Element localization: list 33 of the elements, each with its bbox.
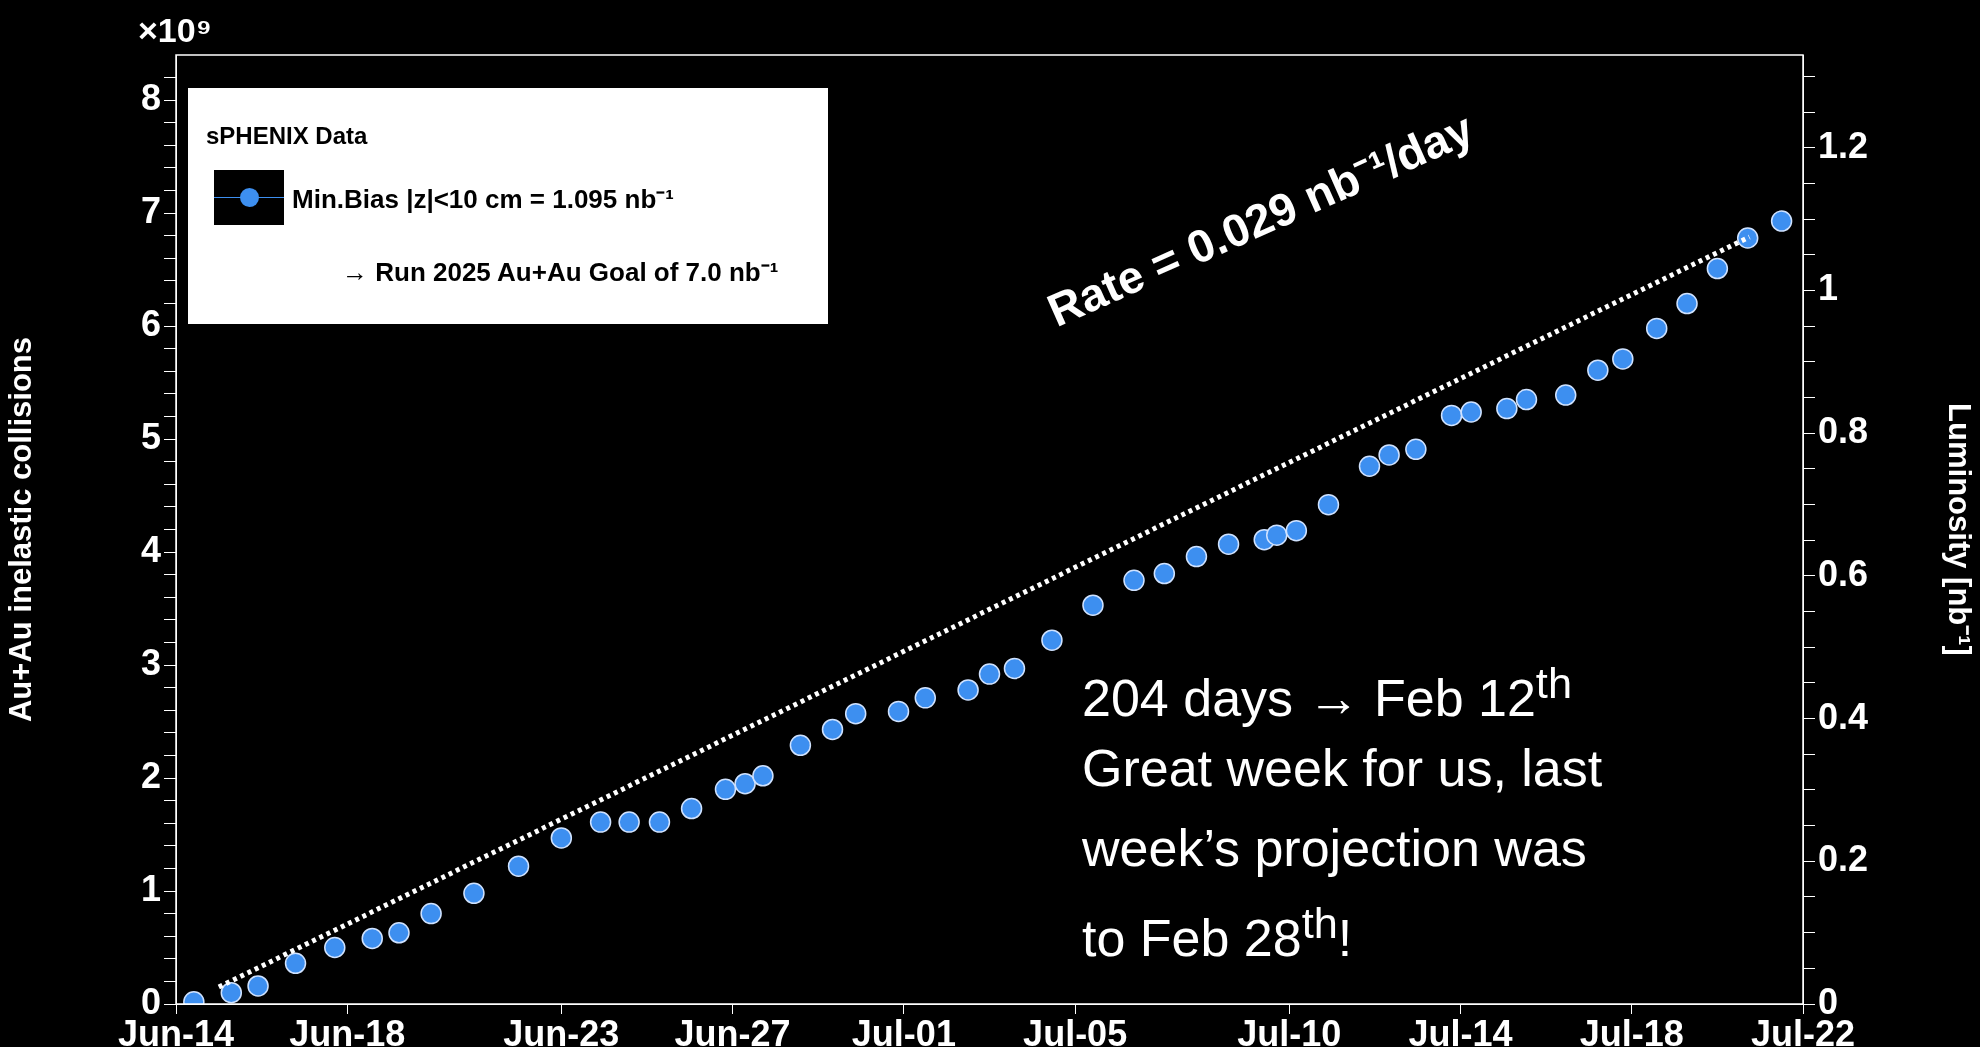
y-tick-label: 5 [140,416,161,458]
x-tick-label: Jul-18 [1579,1012,1684,1047]
annotation: 204 days → Feb 12$^{th}$ [1082,659,1572,728]
y-axis-title: Au+Au inelastic collisions [3,336,39,723]
x-tick-label: Jun-18 [289,1012,406,1047]
y2-tick-label: 0.4 [1818,695,1869,737]
y-tick-label: 1 [140,867,161,909]
legend-title: sPHENIX Data [206,122,369,150]
x-tick-label: Jul-01 [851,1012,956,1047]
y-tick-label: 0 [140,980,161,1022]
y2-tick-label: 1.2 [1818,124,1869,166]
y2-tick-label: 0.6 [1818,552,1869,594]
annotation: Great week for us, last [1082,739,1603,798]
x-tick-label: Jul-05 [1023,1012,1128,1047]
annotation: week’s projection was [1082,819,1587,878]
y-tick-label: 6 [140,303,161,345]
y-tick-label: 8 [140,77,161,119]
x-tick-label: Jun-27 [674,1012,791,1047]
y-tick-label: 4 [140,529,161,571]
text: ×10⁹ [138,11,212,50]
x-tick-label: Jun-23 [503,1012,620,1047]
y2-tick-label: 1 [1818,267,1839,309]
y2-tick-label: 0.8 [1818,410,1869,452]
x-tick-label: Jul-10 [1237,1012,1342,1047]
y2-axis-title: Luminosity [nb⁻¹] [1941,403,1977,656]
y-tick-label: 2 [140,754,161,796]
y-tick-label: 3 [140,641,161,683]
x-tick-label: Jul-14 [1408,1012,1513,1047]
legend-label: Min.Bias |z|<10 cm = 1.095 nb⁻¹ [292,182,674,216]
annotation: to Feb 28$^{th}$! [1082,899,1353,968]
y-tick-label: 7 [140,190,161,232]
annotation: → Run 2025 Au+Au Goal of 7.0 nb⁻¹ [342,256,780,289]
y2-tick-label: 0.2 [1818,838,1869,880]
